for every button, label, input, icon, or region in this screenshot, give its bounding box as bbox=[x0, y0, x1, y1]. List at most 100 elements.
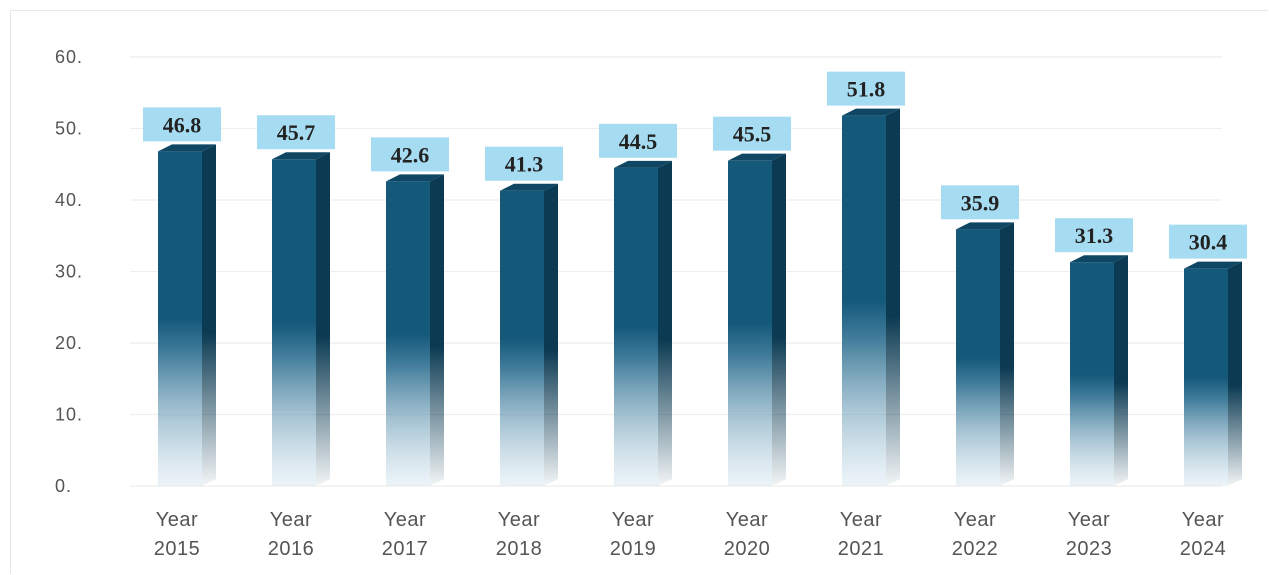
bar-side bbox=[1114, 255, 1128, 486]
data-label-box bbox=[1055, 218, 1133, 253]
data-label-box bbox=[1169, 224, 1247, 259]
bar: 31.3 bbox=[1055, 218, 1133, 486]
x-tick-label-line2: 2024 bbox=[1180, 538, 1227, 560]
x-tick-label-line2: 2021 bbox=[838, 538, 885, 560]
data-label-box bbox=[713, 116, 791, 151]
bar-front bbox=[1184, 268, 1228, 486]
bar-front bbox=[272, 159, 316, 486]
bars: 46.8 45.7 42.6 41.3 44.5 45.5 51.8 35.9 31.3 30.4 bbox=[143, 71, 1247, 487]
data-label: 45.7 bbox=[277, 120, 316, 145]
bar-side bbox=[1228, 261, 1242, 486]
bar-side bbox=[544, 183, 558, 486]
bar-front bbox=[500, 190, 544, 486]
bar-top bbox=[842, 108, 900, 116]
x-tick-label-line2: 2018 bbox=[496, 538, 543, 560]
bar-side bbox=[202, 144, 216, 486]
data-label: 44.5 bbox=[619, 129, 658, 154]
x-tick-label-line1: Year bbox=[726, 509, 768, 531]
x-tick-label-line1: Year bbox=[612, 509, 654, 531]
data-label: 41.3 bbox=[505, 152, 544, 177]
bar: 45.5 bbox=[713, 116, 791, 487]
y-tick-label: 40. bbox=[55, 190, 83, 210]
data-label-box bbox=[599, 123, 677, 158]
bar-front bbox=[728, 160, 772, 487]
bar-front bbox=[614, 167, 658, 486]
bar-front bbox=[956, 229, 1000, 486]
bar: 35.9 bbox=[941, 185, 1019, 486]
x-tick-label: Year 2023 bbox=[1066, 509, 1113, 560]
bar-side bbox=[658, 160, 672, 486]
x-tick-label-line1: Year bbox=[1182, 509, 1224, 531]
bar-side bbox=[430, 174, 444, 486]
x-tick-label-line1: Year bbox=[1068, 509, 1110, 531]
bar-side bbox=[886, 108, 900, 486]
x-tick-label: Year 2024 bbox=[1180, 509, 1227, 560]
y-tick-label: 0. bbox=[55, 476, 72, 496]
x-tick-label: Year 2017 bbox=[382, 509, 429, 560]
bar-top bbox=[956, 222, 1014, 230]
x-tick-label: Year 2021 bbox=[838, 509, 885, 560]
chart-frame bbox=[10, 10, 1268, 574]
y-tick-label: 60. bbox=[55, 47, 83, 67]
data-label: 35.9 bbox=[961, 190, 1000, 215]
data-label: 30.4 bbox=[1189, 230, 1228, 255]
data-label-box bbox=[941, 185, 1019, 220]
bar-top bbox=[272, 152, 330, 160]
bar-front bbox=[158, 151, 202, 486]
x-tick-label: Year 2016 bbox=[268, 509, 315, 560]
x-tick-label: Year 2022 bbox=[952, 509, 999, 560]
x-tick-label: Year 2018 bbox=[496, 509, 543, 560]
y-axis-ticks: 0. 10. 20. 30. 40. 50. 60. bbox=[55, 47, 83, 496]
x-tick-label-line2: 2016 bbox=[268, 538, 315, 560]
bar: 45.7 bbox=[257, 115, 335, 486]
x-tick-label: Year 2015 bbox=[154, 509, 201, 560]
x-tick-label-line1: Year bbox=[384, 509, 426, 531]
bar-top bbox=[1184, 261, 1242, 269]
bar-top bbox=[614, 160, 672, 168]
x-tick-label-line1: Year bbox=[270, 509, 312, 531]
x-tick-label-line1: Year bbox=[498, 509, 540, 531]
bar-top bbox=[158, 144, 216, 152]
x-tick-label-line2: 2023 bbox=[1066, 538, 1113, 560]
bar-top bbox=[386, 174, 444, 182]
bar-side bbox=[316, 152, 330, 486]
bar: 51.8 bbox=[827, 71, 905, 486]
data-label-box bbox=[143, 107, 221, 142]
data-label-box bbox=[827, 71, 905, 106]
data-label: 42.6 bbox=[391, 142, 430, 167]
x-tick-label-line1: Year bbox=[156, 509, 198, 531]
data-label: 51.8 bbox=[847, 77, 886, 102]
bar-side bbox=[1000, 222, 1014, 486]
x-tick-label-line2: 2019 bbox=[610, 538, 657, 560]
y-tick-label: 30. bbox=[55, 262, 83, 282]
bar-front bbox=[1070, 262, 1114, 486]
data-label-box bbox=[485, 146, 563, 181]
x-axis-ticks: Year 2015 Year 2016 Year 2017 Year 2018 Year 2019… bbox=[154, 509, 1227, 560]
bar-top bbox=[500, 183, 558, 191]
bar-front bbox=[386, 181, 430, 486]
bar-top bbox=[1070, 255, 1128, 263]
bar: 30.4 bbox=[1169, 224, 1247, 486]
bar: 46.8 bbox=[143, 107, 221, 486]
bar: 44.5 bbox=[599, 123, 677, 486]
x-tick-label-line2: 2015 bbox=[154, 538, 201, 560]
x-tick-label-line2: 2017 bbox=[382, 538, 429, 560]
bar-front bbox=[842, 115, 886, 486]
bar: 41.3 bbox=[485, 146, 563, 486]
y-tick-label: 20. bbox=[55, 333, 83, 353]
data-label: 45.5 bbox=[733, 122, 772, 147]
x-tick-label-line1: Year bbox=[954, 509, 996, 531]
y-tick-label: 10. bbox=[55, 405, 83, 425]
bar-side bbox=[772, 153, 786, 487]
data-label-box bbox=[257, 115, 335, 150]
data-label: 46.8 bbox=[163, 112, 202, 137]
x-tick-label: Year 2019 bbox=[610, 509, 657, 560]
bar: 42.6 bbox=[371, 137, 449, 486]
x-tick-label-line2: 2020 bbox=[724, 538, 771, 560]
data-label: 31.3 bbox=[1075, 223, 1114, 248]
y-tick-label: 50. bbox=[55, 119, 83, 139]
x-tick-label-line2: 2022 bbox=[952, 538, 999, 560]
x-tick-label-line1: Year bbox=[840, 509, 882, 531]
bar-top bbox=[728, 153, 786, 161]
data-label-box bbox=[371, 137, 449, 172]
